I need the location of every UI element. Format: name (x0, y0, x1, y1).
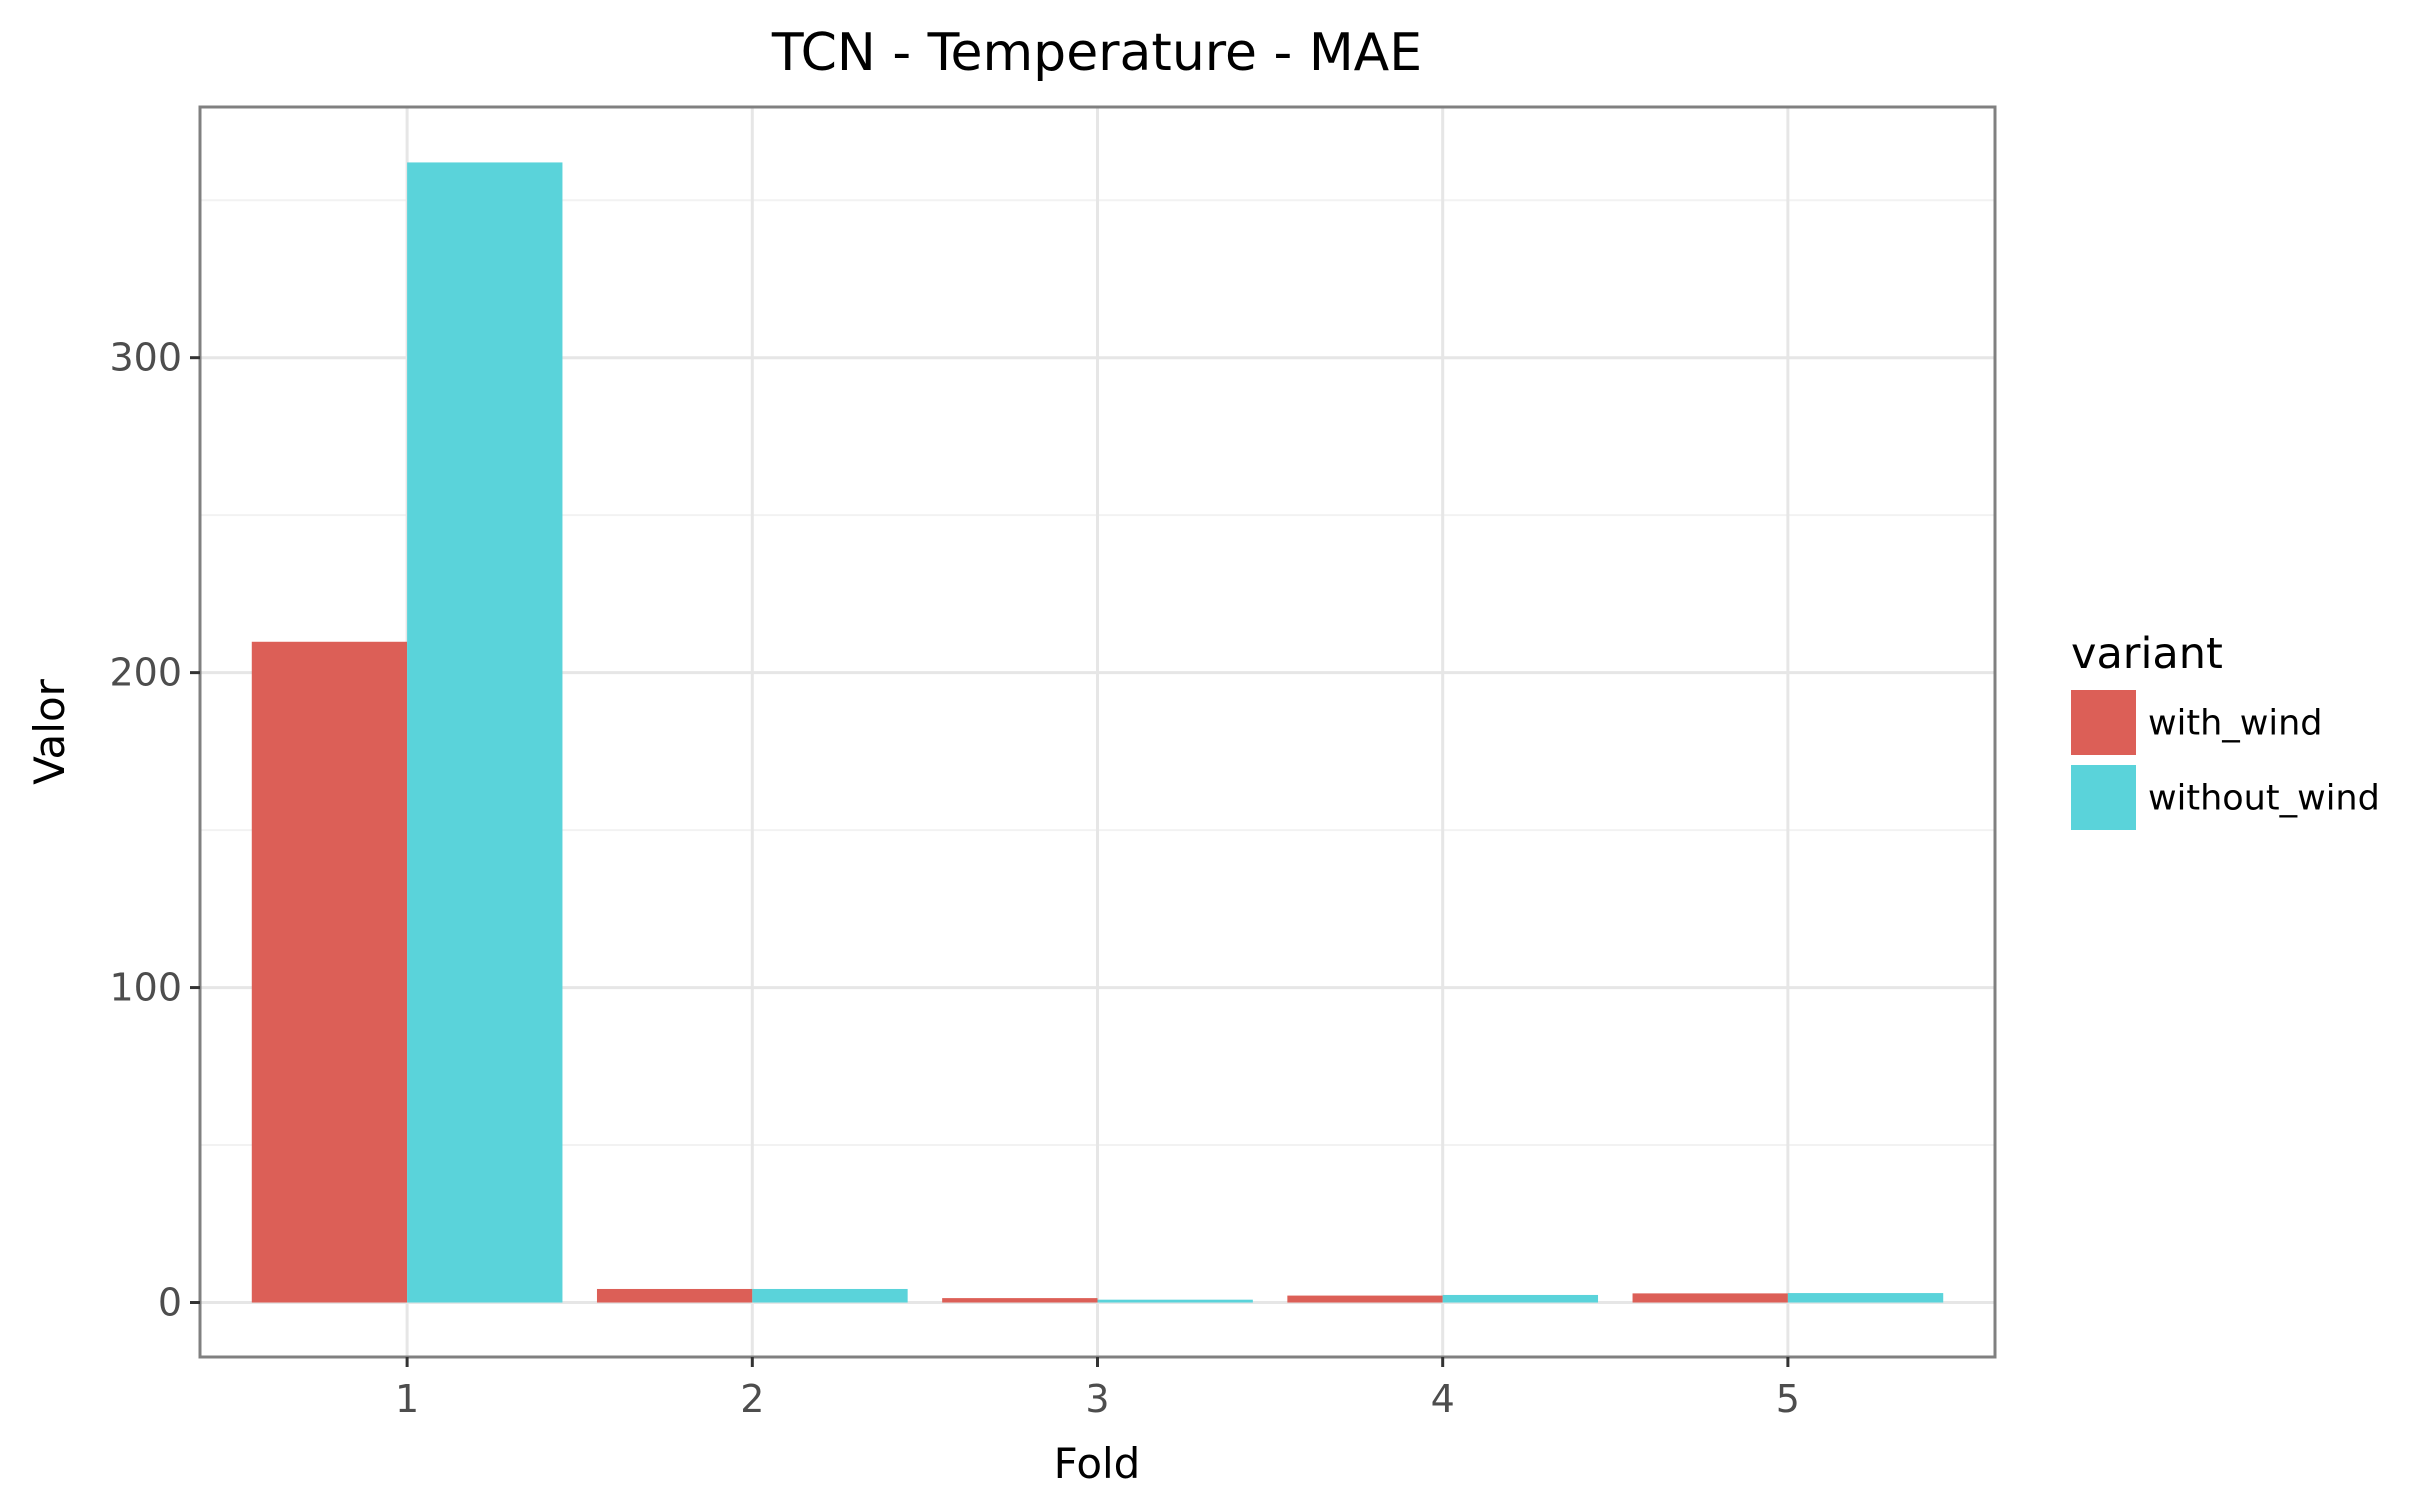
legend-key-with_wind (2071, 690, 2136, 755)
bars (251, 162, 1944, 1303)
x-tick-label-1: 1 (395, 1377, 419, 1421)
bar-with_wind-fold-3 (942, 1298, 1098, 1303)
bar-with_wind-fold-5 (1632, 1293, 1788, 1303)
y-tick-label-3: 200 (109, 651, 182, 695)
chart-title: TCN - Temperature - MAE (771, 23, 1422, 83)
bar-with_wind-fold-1 (251, 641, 408, 1303)
bar-with_wind-fold-4 (1287, 1295, 1443, 1303)
legend-key-without_wind (2071, 765, 2136, 830)
legend-label-without_wind: without_wind (2148, 779, 2380, 819)
bar-with_wind-fold-2 (596, 1288, 753, 1303)
x-tick-label-2: 2 (740, 1377, 764, 1421)
x-tick-label-4: 4 (1431, 1377, 1455, 1421)
bar-without_wind-fold-2 (752, 1288, 908, 1303)
bar-without_wind-fold-3 (1097, 1299, 1253, 1303)
legend: variant with_wind without_wind (2071, 629, 2380, 830)
y-tick-label-2: 100 (109, 966, 182, 1010)
bar-without_wind-fold-5 (1787, 1293, 1944, 1303)
legend-label-with_wind: with_wind (2148, 704, 2323, 744)
bar-without_wind-fold-1 (407, 162, 563, 1303)
legend-title: variant (2071, 629, 2223, 679)
y-axis: 0 100 200 300 (109, 336, 200, 1325)
x-axis-title: Fold (1054, 1439, 1141, 1488)
x-tick-label-5: 5 (1776, 1377, 1800, 1421)
y-tick-label-1: 0 (158, 1281, 182, 1325)
y-tick-label-4: 300 (109, 336, 182, 380)
bar-without_wind-fold-4 (1442, 1294, 1599, 1303)
x-axis: 1 2 3 4 5 (395, 1357, 1800, 1421)
x-tick-label-3: 3 (1085, 1377, 1109, 1421)
legend-items: with_wind without_wind (2071, 690, 2380, 830)
y-axis-title: Valor (25, 678, 74, 785)
